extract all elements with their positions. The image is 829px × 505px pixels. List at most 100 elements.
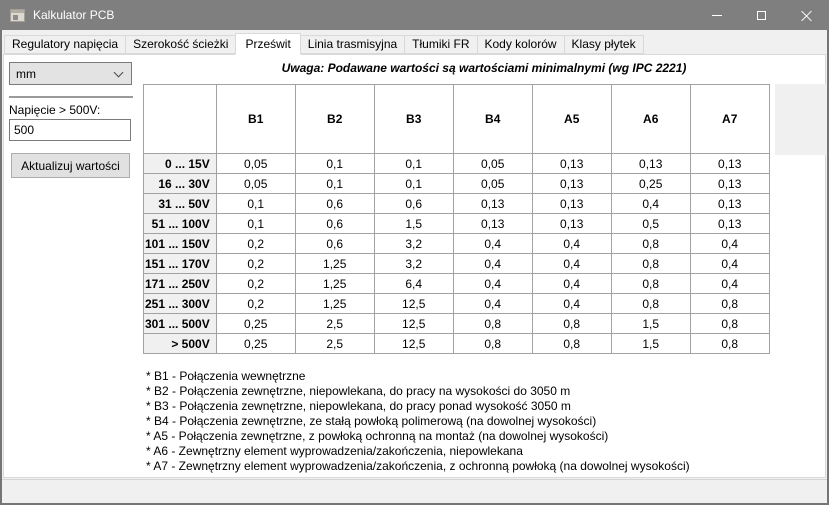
window-border-left[interactable] <box>0 30 2 503</box>
value-cell[interactable]: 0,8 <box>689 313 770 334</box>
value-cell[interactable]: 0,1 <box>294 153 375 174</box>
row-header[interactable]: > 500V <box>143 333 217 354</box>
value-cell[interactable]: 1,25 <box>294 253 375 274</box>
value-cell[interactable]: 0,05 <box>215 173 296 194</box>
value-cell[interactable]: 2,5 <box>294 313 375 334</box>
row-header[interactable]: 171 ... 250V <box>143 273 217 294</box>
window-border-bottom[interactable] <box>0 503 829 505</box>
column-header-a5[interactable]: A5 <box>531 84 612 154</box>
value-cell[interactable]: 0,13 <box>531 193 612 214</box>
value-cell[interactable]: 0,13 <box>689 193 770 214</box>
column-header-a6[interactable]: A6 <box>610 84 691 154</box>
value-cell[interactable]: 0,4 <box>531 233 612 254</box>
value-cell[interactable]: 0,25 <box>215 313 296 334</box>
value-cell[interactable]: 0,05 <box>215 153 296 174</box>
value-cell[interactable]: 0,8 <box>531 313 612 334</box>
value-cell[interactable]: 0,13 <box>531 213 612 234</box>
value-cell[interactable]: 12,5 <box>373 293 454 314</box>
value-cell[interactable]: 0,8 <box>610 273 691 294</box>
row-header[interactable]: 51 ... 100V <box>143 213 217 234</box>
value-cell[interactable]: 0,6 <box>294 193 375 214</box>
column-header-b4[interactable]: B4 <box>452 84 533 154</box>
value-cell[interactable]: 0,13 <box>689 173 770 194</box>
value-cell[interactable]: 0,13 <box>689 213 770 234</box>
value-cell[interactable]: 0,4 <box>689 253 770 274</box>
update-values-button[interactable]: Aktualizuj wartości <box>11 153 130 178</box>
value-cell[interactable]: 0,6 <box>373 193 454 214</box>
value-cell[interactable]: 0,8 <box>610 253 691 274</box>
tab-klasy-plytek[interactable]: Klasy płytek <box>563 35 644 54</box>
value-cell[interactable]: 1,5 <box>610 333 691 354</box>
value-cell[interactable]: 0,5 <box>610 213 691 234</box>
value-cell[interactable]: 0,2 <box>215 273 296 294</box>
value-cell[interactable]: 1,25 <box>294 293 375 314</box>
corner-cell[interactable] <box>143 84 217 154</box>
titlebar[interactable]: Kalkulator PCB <box>0 0 829 30</box>
value-cell[interactable]: 1,25 <box>294 273 375 294</box>
value-cell[interactable]: 0,1 <box>294 173 375 194</box>
value-cell[interactable]: 12,5 <box>373 333 454 354</box>
value-cell[interactable]: 0,1 <box>215 193 296 214</box>
value-cell[interactable]: 0,2 <box>215 293 296 314</box>
value-cell[interactable]: 0,1 <box>373 173 454 194</box>
value-cell[interactable]: 0,4 <box>610 193 691 214</box>
value-cell[interactable]: 3,2 <box>373 233 454 254</box>
column-header-b2[interactable]: B2 <box>294 84 375 154</box>
value-cell[interactable]: 0,05 <box>452 153 533 174</box>
value-cell[interactable]: 0,13 <box>452 213 533 234</box>
close-button[interactable] <box>784 0 829 30</box>
value-cell[interactable]: 0,05 <box>452 173 533 194</box>
value-cell[interactable]: 0,4 <box>531 253 612 274</box>
tab-tlumiki-fr[interactable]: Tłumiki FR <box>404 35 478 54</box>
window-border-right[interactable] <box>827 30 829 503</box>
value-cell[interactable]: 0,4 <box>452 233 533 254</box>
value-cell[interactable]: 0,13 <box>610 153 691 174</box>
value-cell[interactable]: 0,13 <box>689 153 770 174</box>
tab-regulatory-napiecia[interactable]: Regulatory napięcia <box>4 35 127 54</box>
column-header-b3[interactable]: B3 <box>373 84 454 154</box>
value-cell[interactable]: 0,25 <box>215 333 296 354</box>
value-cell[interactable]: 0,4 <box>531 293 612 314</box>
row-header[interactable]: 31 ... 50V <box>143 193 217 214</box>
value-cell[interactable]: 0,8 <box>610 293 691 314</box>
tab-kody-kolorow[interactable]: Kody kolorów <box>476 35 565 54</box>
value-cell[interactable]: 12,5 <box>373 313 454 334</box>
value-cell[interactable]: 0,13 <box>531 173 612 194</box>
value-cell[interactable]: 0,4 <box>689 233 770 254</box>
value-cell[interactable]: 0,4 <box>452 273 533 294</box>
value-cell[interactable]: 0,8 <box>452 313 533 334</box>
value-cell[interactable]: 0,1 <box>373 153 454 174</box>
value-cell[interactable]: 0,8 <box>689 293 770 314</box>
row-header[interactable]: 251 ... 300V <box>143 293 217 314</box>
column-header-b1[interactable]: B1 <box>215 84 296 154</box>
value-cell[interactable]: 0,2 <box>215 253 296 274</box>
value-cell[interactable]: 0,13 <box>452 193 533 214</box>
value-cell[interactable]: 0,8 <box>452 333 533 354</box>
value-cell[interactable]: 0,6 <box>294 213 375 234</box>
value-cell[interactable]: 0,6 <box>294 233 375 254</box>
voltage-input[interactable] <box>9 119 131 141</box>
row-header[interactable]: 16 ... 30V <box>143 173 217 194</box>
value-cell[interactable]: 6,4 <box>373 273 454 294</box>
value-cell[interactable]: 0,13 <box>531 153 612 174</box>
value-cell[interactable]: 1,5 <box>610 313 691 334</box>
tab-szerokosc-sciezki[interactable]: Szerokość ścieżki <box>125 35 237 54</box>
minimize-button[interactable] <box>694 0 739 30</box>
value-cell[interactable]: 0,8 <box>689 333 770 354</box>
row-header[interactable]: 101 ... 150V <box>143 233 217 254</box>
value-cell[interactable]: 0,4 <box>689 273 770 294</box>
unit-combobox[interactable]: mm <box>9 62 132 85</box>
value-cell[interactable]: 0,2 <box>215 233 296 254</box>
column-header-a7[interactable]: A7 <box>689 84 770 154</box>
row-header[interactable]: 151 ... 170V <box>143 253 217 274</box>
value-cell[interactable]: 0,4 <box>452 293 533 314</box>
tab-przeswit[interactable]: Prześwit <box>235 33 301 55</box>
value-cell[interactable]: 0,8 <box>610 233 691 254</box>
tab-linia-trasmisyjna[interactable]: Linia trasmisyjna <box>299 35 406 54</box>
row-header[interactable]: 301 ... 500V <box>143 313 217 334</box>
value-cell[interactable]: 0,25 <box>610 173 691 194</box>
value-cell[interactable]: 2,5 <box>294 333 375 354</box>
value-cell[interactable]: 0,1 <box>215 213 296 234</box>
value-cell[interactable]: 3,2 <box>373 253 454 274</box>
maximize-button[interactable] <box>739 0 784 30</box>
